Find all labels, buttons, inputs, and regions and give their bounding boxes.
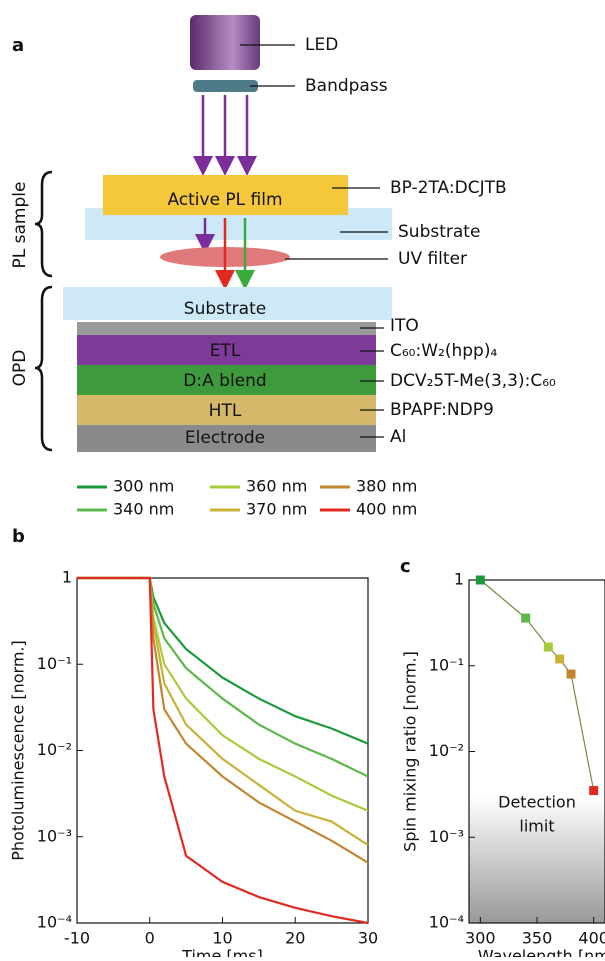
annotation: limit [519, 817, 554, 836]
legend-label: 400 nm [356, 500, 417, 519]
y-tick-label: 1 [454, 570, 464, 589]
y-tick-label: 10⁻⁴ [429, 913, 464, 932]
electrode-label: Electrode [185, 428, 265, 448]
x-tick-label: 20 [285, 929, 305, 948]
legend-label: 340 nm [113, 500, 174, 519]
film-material: BP-2TA:DCJTB [390, 178, 507, 198]
substrate-label: Substrate [398, 222, 480, 242]
panel-label: c [400, 556, 411, 577]
diagram: a LED Bandpass Active PL film BP-2TA:DCJ… [10, 15, 556, 452]
led [190, 15, 260, 70]
x-tick-label: 10 [212, 929, 232, 948]
x-tick-label: 400 [578, 929, 605, 948]
ito-label: ITO [390, 316, 419, 336]
x-tick-label: 0 [145, 929, 155, 948]
x-axis-label: Time [ms] [181, 947, 263, 958]
brace [34, 170, 53, 278]
electrode-material: Al [390, 427, 406, 447]
y-tick-label: 10⁻⁴ [37, 913, 72, 932]
light-arrows [193, 95, 257, 176]
htl [77, 395, 376, 425]
marker [555, 654, 565, 664]
blend-label: D:A blend [183, 371, 266, 391]
bandpass [193, 80, 258, 92]
y-tick-label: 10⁻³ [37, 826, 72, 845]
substrate-label: Substrate [184, 299, 266, 319]
led-label: LED [305, 35, 338, 55]
y-tick-label: 10⁻² [37, 740, 72, 759]
x-tick-label: 30 [358, 929, 378, 948]
film-label: Active PL film [167, 190, 282, 210]
etl-label: ETL [210, 341, 241, 361]
series-line [77, 576, 369, 847]
x-axis-label: Wavelength [nm] [478, 947, 605, 958]
series-line [77, 576, 369, 745]
etl [77, 335, 376, 365]
panel-label: a [12, 35, 24, 56]
y-tick-label: 10⁻¹ [429, 655, 464, 674]
legend-label: 380 nm [356, 477, 417, 496]
blend-material: DCV₂5T-Me(3,3):C₆₀ [390, 371, 556, 391]
marker [475, 575, 485, 585]
y-tick-label: 10⁻³ [429, 827, 464, 846]
brace [34, 285, 53, 452]
y-axis-label: Photoluminescence [norm.] [9, 640, 28, 860]
htl-label: HTL [209, 401, 242, 421]
etl-material: C₆₀:W₂(hpp)₄ [390, 341, 497, 361]
x-tick-label: -10 [64, 929, 90, 948]
opd-substrate [63, 287, 392, 320]
y-tick-label: 1 [62, 568, 72, 587]
detection-region [469, 796, 605, 923]
y-tick-label: 10⁻² [429, 741, 464, 760]
y-tick-label: 10⁻¹ [37, 654, 72, 673]
electrode [77, 425, 376, 452]
marker [589, 786, 599, 796]
x-tick-label: 300 [465, 929, 496, 948]
leaders [360, 327, 384, 438]
legend-label: 360 nm [246, 477, 307, 496]
bandpass-label: Bandpass [305, 76, 388, 96]
marker [521, 613, 531, 623]
series-line [77, 576, 369, 925]
legend-label: 370 nm [246, 500, 307, 519]
legend-label: 300 nm [113, 477, 174, 496]
htl-material: BPAPF:NDP9 [390, 400, 494, 420]
panel-label: b [12, 526, 25, 547]
uv-filter-label: UV filter [398, 249, 467, 269]
blend [77, 365, 376, 395]
pl-film [103, 175, 348, 215]
plot-frame [76, 577, 369, 924]
ito [77, 322, 376, 335]
opd-label: OPD [10, 350, 30, 387]
pl-sample-label: PL sample [10, 182, 30, 269]
annotation: Detection [498, 793, 576, 812]
y-axis-label: Spin mixing ratio [norm.] [401, 651, 420, 852]
marker [566, 669, 576, 679]
marker [543, 642, 553, 652]
x-tick-label: 350 [522, 929, 553, 948]
series-line [479, 579, 595, 791]
